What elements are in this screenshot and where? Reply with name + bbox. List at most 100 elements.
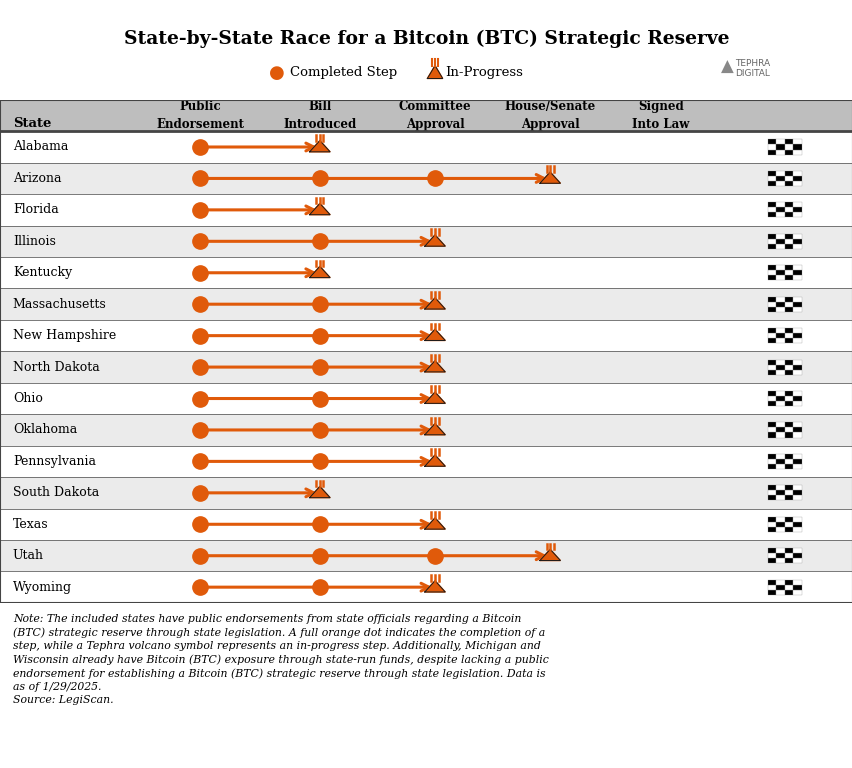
Bar [767, 517, 775, 521]
Bar [0, 289, 852, 320]
Bar [784, 365, 792, 369]
Bar [775, 176, 784, 181]
Bar [775, 275, 784, 280]
Bar [775, 459, 784, 464]
Bar [775, 150, 784, 154]
Bar [767, 243, 775, 249]
Text: Note: The included states have public endorsements from state officials regardin: Note: The included states have public en… [13, 614, 548, 705]
Bar [792, 202, 801, 207]
Bar [767, 233, 775, 239]
Polygon shape [424, 423, 445, 435]
Bar [0, 445, 852, 477]
Text: Ohio: Ohio [13, 392, 43, 405]
Bar [775, 359, 784, 365]
Text: ▲: ▲ [720, 58, 733, 76]
Polygon shape [539, 172, 560, 184]
Bar [775, 584, 784, 590]
Bar [767, 333, 775, 338]
Bar [775, 333, 784, 338]
Text: Introduced: Introduced [283, 118, 356, 131]
Bar [775, 580, 784, 584]
Bar [784, 176, 792, 181]
Bar [775, 213, 784, 217]
Text: Alabama: Alabama [13, 141, 68, 154]
Bar [784, 422, 792, 428]
Bar [775, 369, 784, 375]
Bar [775, 328, 784, 333]
Bar [767, 365, 775, 369]
Polygon shape [424, 581, 445, 592]
Bar [784, 369, 792, 375]
Bar [775, 490, 784, 495]
Bar [0, 382, 852, 414]
Bar [767, 527, 775, 531]
Bar [775, 521, 784, 527]
Bar [784, 171, 792, 176]
Text: Into Law: Into Law [631, 118, 689, 131]
Bar [784, 459, 792, 464]
Bar [775, 396, 784, 401]
Text: Endorsement: Endorsement [156, 118, 245, 131]
Text: New Hampshire: New Hampshire [13, 329, 116, 342]
Text: Approval: Approval [406, 118, 463, 131]
Bar [775, 243, 784, 249]
Bar [784, 140, 792, 144]
Text: Texas: Texas [13, 518, 49, 531]
Bar [792, 176, 801, 181]
Text: Approval: Approval [521, 118, 579, 131]
Polygon shape [424, 518, 445, 529]
Bar [775, 365, 784, 369]
Bar [775, 171, 784, 176]
Bar [792, 296, 801, 302]
Bar [775, 265, 784, 270]
Bar [767, 338, 775, 343]
Bar [767, 176, 775, 181]
Bar [792, 422, 801, 428]
Bar [792, 485, 801, 490]
Bar [767, 422, 775, 428]
Bar [784, 428, 792, 432]
Bar [767, 207, 775, 213]
Bar [767, 181, 775, 186]
Polygon shape [424, 329, 445, 340]
Bar [792, 521, 801, 527]
Text: North Dakota: North Dakota [13, 361, 100, 373]
Bar [775, 207, 784, 213]
Bar [775, 144, 784, 150]
Bar [784, 144, 792, 150]
Text: In-Progress: In-Progress [445, 67, 522, 79]
Text: Illinois: Illinois [13, 235, 55, 248]
Bar [775, 338, 784, 343]
Bar [792, 548, 801, 553]
Polygon shape [309, 486, 330, 498]
Bar [767, 296, 775, 302]
Bar [775, 527, 784, 531]
Polygon shape [427, 65, 442, 78]
Bar [784, 233, 792, 239]
Bar [767, 580, 775, 584]
Bar [792, 558, 801, 563]
Text: Committee: Committee [398, 100, 471, 113]
Bar [784, 495, 792, 501]
Bar [792, 207, 801, 213]
Polygon shape [424, 361, 445, 372]
Bar [792, 306, 801, 312]
Bar [792, 580, 801, 584]
Bar [0, 352, 852, 382]
Bar [775, 306, 784, 312]
Text: Kentucky: Kentucky [13, 266, 72, 280]
Bar [792, 233, 801, 239]
Bar [784, 454, 792, 459]
Text: Signed: Signed [637, 100, 683, 113]
Bar [792, 527, 801, 531]
Bar [792, 396, 801, 401]
Bar [775, 401, 784, 406]
Bar [792, 454, 801, 459]
Polygon shape [309, 266, 330, 277]
Bar [767, 265, 775, 270]
Bar [775, 391, 784, 396]
Bar [784, 432, 792, 438]
Bar [792, 333, 801, 338]
Bar [775, 454, 784, 459]
Bar [775, 202, 784, 207]
